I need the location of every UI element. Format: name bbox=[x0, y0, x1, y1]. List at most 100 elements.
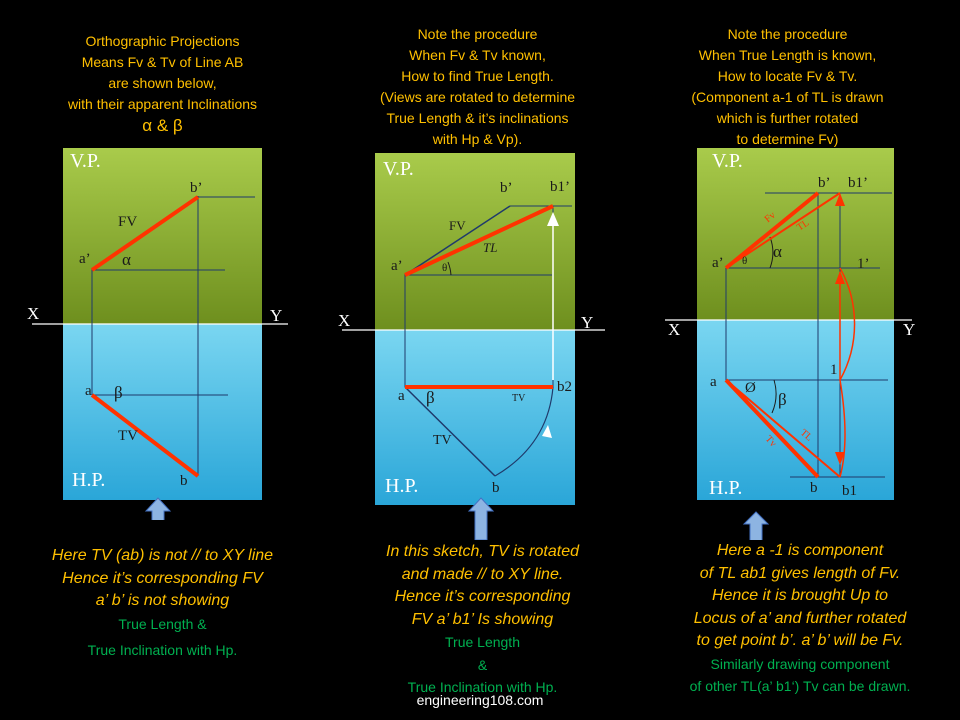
caption-line: Hence it is brought Up to bbox=[711, 587, 889, 604]
caption-line: Hence it’s corresponding FV bbox=[62, 569, 263, 587]
note-line: α & β bbox=[142, 116, 183, 135]
note-line: How to locate Fv & Tv. bbox=[717, 68, 858, 84]
caption-line: Hence it’s corresponding bbox=[394, 588, 571, 605]
note-line: When Fv & Tv known, bbox=[409, 47, 546, 63]
note-line: with Hp & Vp). bbox=[432, 131, 523, 147]
panel3-caption: Here a -1 is component of TL ab1 gives l… bbox=[645, 540, 955, 698]
rotation-arc-right bbox=[839, 267, 856, 381]
x-label: X bbox=[668, 320, 681, 339]
b-label: b bbox=[180, 473, 188, 489]
a-label: a bbox=[710, 374, 717, 390]
vp-plane bbox=[63, 148, 262, 324]
fv-label: FV bbox=[449, 218, 466, 233]
panel1-diagram bbox=[32, 148, 288, 520]
caption-line: In this sketch, TV is rotated bbox=[386, 543, 579, 560]
caption-line: Here a -1 is component bbox=[716, 542, 884, 559]
note-line: which is further rotated bbox=[716, 110, 859, 126]
b-prime-label: b’ bbox=[190, 180, 203, 196]
vp-label: V.P. bbox=[383, 158, 414, 180]
hp-plane bbox=[375, 330, 575, 505]
fv-line bbox=[724, 191, 820, 270]
rotation-arc bbox=[494, 386, 554, 477]
caption-line: True Length bbox=[445, 634, 520, 650]
note-line: When True Length is known, bbox=[698, 47, 877, 63]
arrow-head bbox=[835, 452, 845, 465]
note-line: Orthographic Projections bbox=[85, 33, 240, 49]
tv-line bbox=[90, 393, 200, 478]
arrow-up bbox=[144, 497, 172, 520]
one-prime-label: 1’ bbox=[857, 256, 870, 272]
caption-line: of TL ab1 gives length of Fv. bbox=[699, 564, 901, 582]
one-label: 1 bbox=[830, 362, 838, 378]
b1-prime-label: b1’ bbox=[848, 175, 868, 191]
panel3-note: Note the procedure When True Length is k… bbox=[655, 24, 920, 150]
arrow-up bbox=[742, 511, 770, 540]
vp-label: V.P. bbox=[712, 150, 743, 172]
a-prime-label: a’ bbox=[79, 251, 91, 267]
fv-label: FV bbox=[118, 214, 138, 230]
b-label: b bbox=[810, 480, 818, 496]
note-line: (Views are rotated to determine bbox=[379, 89, 576, 105]
y-label: Y bbox=[270, 306, 283, 325]
note-line: Means Fv & Tv of Line AB bbox=[81, 54, 244, 70]
tl-line bbox=[404, 204, 554, 277]
hp-plane bbox=[63, 324, 262, 500]
note-line: Note the procedure bbox=[417, 26, 538, 42]
caption-line: and made // to XY line. bbox=[401, 565, 564, 583]
note-line: to determine Fv) bbox=[736, 131, 839, 147]
arc-lower bbox=[771, 379, 777, 414]
tl-upper-line bbox=[725, 192, 841, 269]
arc-arrow-head bbox=[542, 425, 552, 438]
arrow-head bbox=[835, 193, 845, 206]
tv-line bbox=[724, 378, 820, 479]
hp-plane bbox=[697, 320, 894, 500]
arrow-head bbox=[835, 271, 845, 284]
theta-label: θ bbox=[742, 255, 748, 267]
panel3-diagram bbox=[665, 148, 912, 540]
b-label: b bbox=[492, 480, 500, 496]
alpha-label: α bbox=[773, 242, 782, 261]
fv-line bbox=[404, 205, 511, 276]
tv-label: TV bbox=[433, 433, 452, 448]
y-label: Y bbox=[581, 313, 594, 332]
x-label: X bbox=[27, 304, 40, 323]
vp-label: V.P. bbox=[70, 150, 101, 172]
caption-line: of other TL(a’ b1‘) Tv can be drawn. bbox=[689, 678, 911, 694]
hp-label: H.P. bbox=[72, 469, 106, 491]
beta-label: β bbox=[114, 383, 123, 402]
panel2-diagram bbox=[342, 153, 605, 540]
beta-label: β bbox=[778, 390, 787, 409]
note-line: (Component a-1 of TL is drawn bbox=[691, 89, 884, 105]
caption-line: FV a’ b1’ Is showing bbox=[411, 610, 554, 628]
note-line: with their apparent Inclinations bbox=[67, 96, 258, 112]
a-label: a bbox=[398, 388, 405, 404]
note-line: True Length & it’s inclinations bbox=[386, 110, 569, 126]
caption-line: Locus of a’ and further rotated bbox=[693, 609, 907, 627]
hp-label: H.P. bbox=[709, 477, 743, 499]
watermark: engineering108.com bbox=[416, 692, 544, 708]
tl-lower-line bbox=[725, 379, 841, 478]
caption-line: & bbox=[477, 656, 488, 673]
theta-label: θ bbox=[442, 262, 448, 274]
tv-label: TV bbox=[118, 428, 138, 444]
caption-line: Here TV (ab) is not // to XY line bbox=[51, 547, 274, 564]
b1-label: b1 bbox=[842, 483, 857, 499]
b-prime-label: b’ bbox=[818, 175, 831, 191]
tv-small-label: TV bbox=[512, 393, 526, 404]
phi-label: Ø bbox=[745, 380, 756, 396]
tv-line bbox=[404, 386, 496, 477]
caption-line: True Length & bbox=[118, 615, 207, 632]
note-line: How to find True Length. bbox=[401, 68, 554, 84]
b-prime-label: b’ bbox=[500, 180, 513, 196]
x-label: X bbox=[338, 311, 351, 330]
note-line: Note the procedure bbox=[727, 26, 848, 42]
panel1-note: Orthographic Projections Means Fv & Tv o… bbox=[30, 31, 295, 136]
caption-line: Similarly drawing component bbox=[710, 655, 890, 672]
panel1-caption: Here TV (ab) is not // to XY line Hence … bbox=[20, 545, 305, 662]
a-label: a bbox=[85, 383, 92, 399]
beta-label: β bbox=[426, 388, 435, 407]
caption-line: a’ b’ is not showing bbox=[95, 592, 230, 609]
caption-line: True Inclination with Hp. bbox=[407, 679, 558, 695]
tl-label: TL bbox=[483, 240, 498, 255]
caption-line: to get point b’. a’ b’ will be Fv. bbox=[696, 632, 904, 649]
